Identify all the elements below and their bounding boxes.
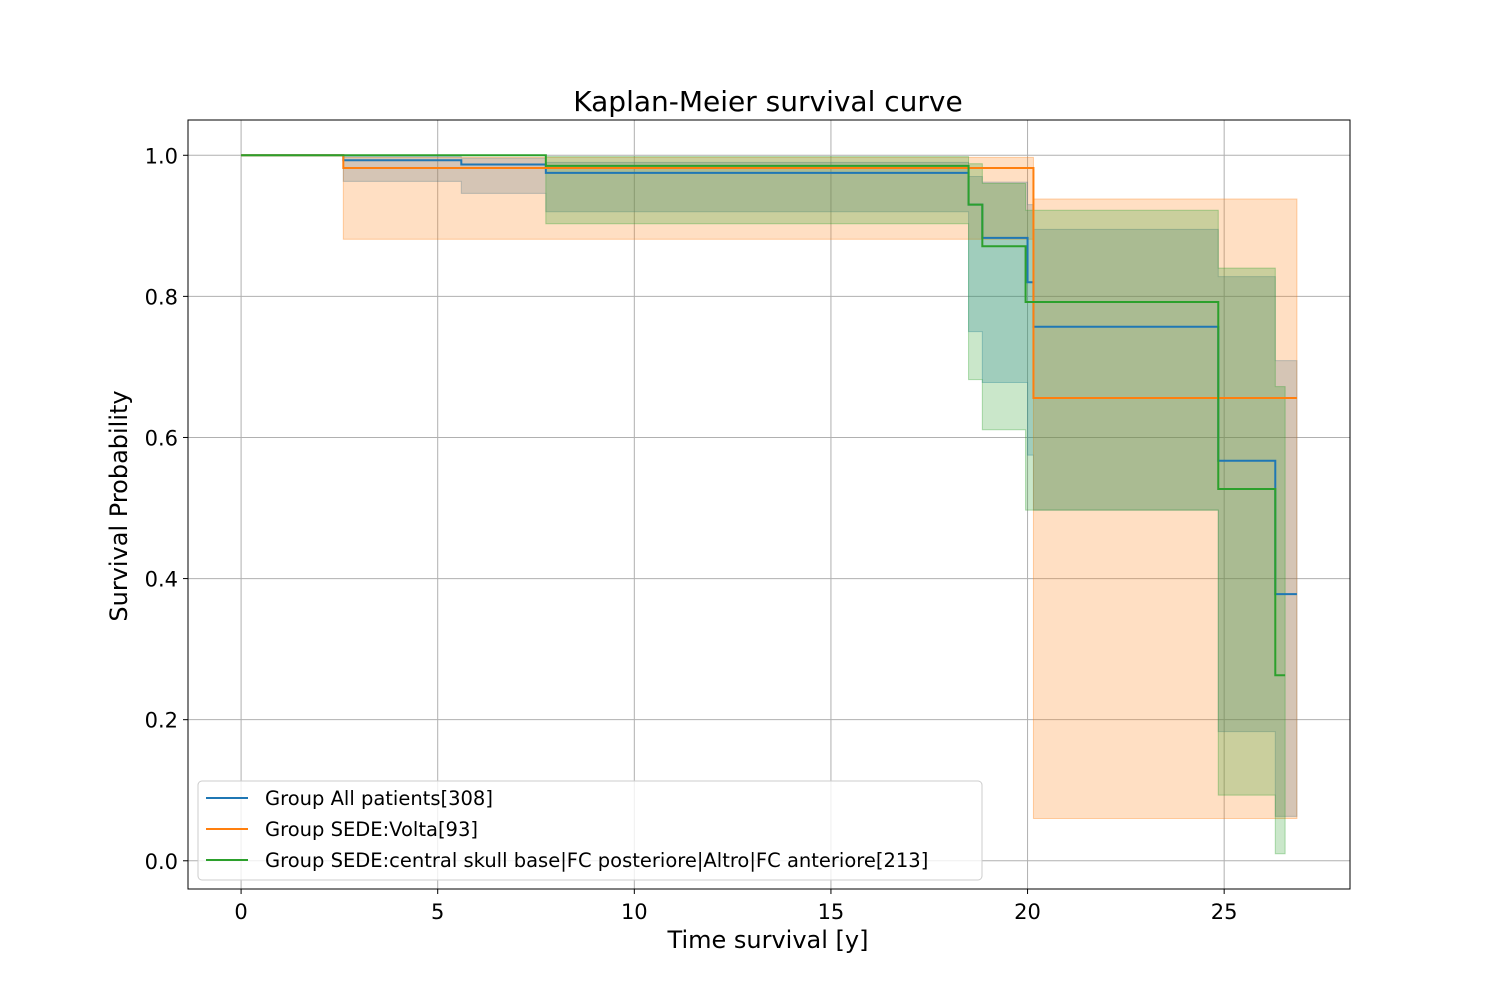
ci-band-3 bbox=[241, 154, 1286, 855]
x-tick-label: 20 bbox=[1014, 900, 1041, 924]
plot-frame bbox=[187, 119, 1351, 890]
y-axis-ticks: 0.0 0.2 0.4 0.6 0.8 1.0 bbox=[145, 144, 188, 874]
y-tick-label: 0.8 bbox=[145, 285, 178, 309]
x-tick-label: 0 bbox=[234, 900, 247, 924]
x-tick-label: 25 bbox=[1211, 900, 1238, 924]
confidence-bands bbox=[241, 154, 1298, 855]
y-tick-label: 0.2 bbox=[145, 709, 178, 733]
y-tick-label: 0.6 bbox=[145, 426, 178, 450]
y-tick-label: 1.0 bbox=[145, 144, 178, 168]
chart-title: Kaplan-Meier survival curve bbox=[573, 85, 962, 118]
y-tick-label: 0.0 bbox=[145, 850, 178, 874]
x-axis-label: Time survival [y] bbox=[667, 926, 869, 954]
survival-line-3 bbox=[241, 154, 1286, 677]
x-tick-label: 5 bbox=[431, 900, 444, 924]
legend-label-1: Group All patients[308] bbox=[265, 787, 493, 810]
y-axis-label: Survival Probability bbox=[105, 390, 133, 621]
survival-lines bbox=[241, 154, 1297, 677]
legend: Group All patients[308] Group SEDE:Volta[… bbox=[197, 780, 983, 881]
x-tick-label: 10 bbox=[621, 900, 648, 924]
x-axis-ticks: 0 5 10 15 20 25 bbox=[234, 889, 1238, 924]
legend-label-2: Group SEDE:Volta[93] bbox=[265, 818, 478, 841]
y-tick-label: 0.4 bbox=[145, 568, 178, 592]
x-tick-label: 15 bbox=[818, 900, 845, 924]
legend-frame bbox=[197, 780, 983, 881]
legend-label-3: Group SEDE:central skull base|FC posteri… bbox=[265, 849, 928, 872]
